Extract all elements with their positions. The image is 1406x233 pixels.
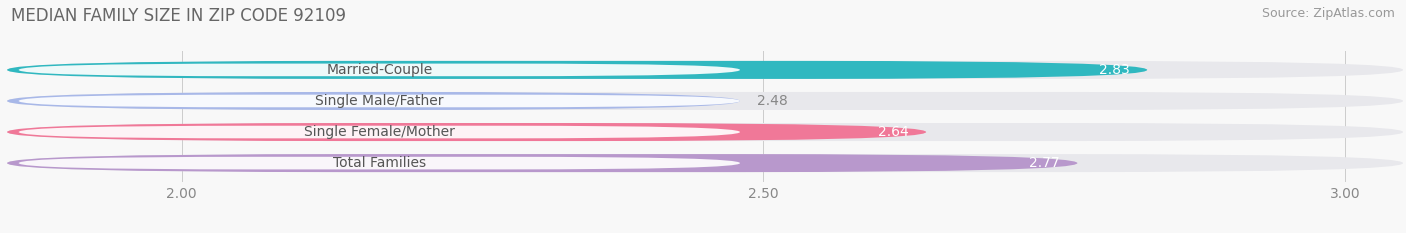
FancyBboxPatch shape (7, 61, 1147, 79)
FancyBboxPatch shape (18, 157, 740, 169)
FancyBboxPatch shape (7, 154, 1403, 172)
Text: Single Female/Mother: Single Female/Mother (304, 125, 454, 139)
FancyBboxPatch shape (7, 61, 1403, 79)
Text: 2.48: 2.48 (758, 94, 789, 108)
Text: MEDIAN FAMILY SIZE IN ZIP CODE 92109: MEDIAN FAMILY SIZE IN ZIP CODE 92109 (11, 7, 346, 25)
FancyBboxPatch shape (7, 92, 740, 110)
Text: Total Families: Total Families (333, 156, 426, 170)
FancyBboxPatch shape (7, 123, 1403, 141)
Text: Married-Couple: Married-Couple (326, 63, 433, 77)
Text: 2.77: 2.77 (1029, 156, 1060, 170)
Text: 2.64: 2.64 (877, 125, 908, 139)
Text: 2.83: 2.83 (1099, 63, 1130, 77)
FancyBboxPatch shape (18, 126, 740, 138)
FancyBboxPatch shape (7, 92, 1403, 110)
Text: Single Male/Father: Single Male/Father (315, 94, 443, 108)
FancyBboxPatch shape (18, 64, 740, 76)
FancyBboxPatch shape (18, 95, 740, 107)
FancyBboxPatch shape (7, 123, 927, 141)
FancyBboxPatch shape (7, 154, 1077, 172)
Text: Source: ZipAtlas.com: Source: ZipAtlas.com (1261, 7, 1395, 20)
